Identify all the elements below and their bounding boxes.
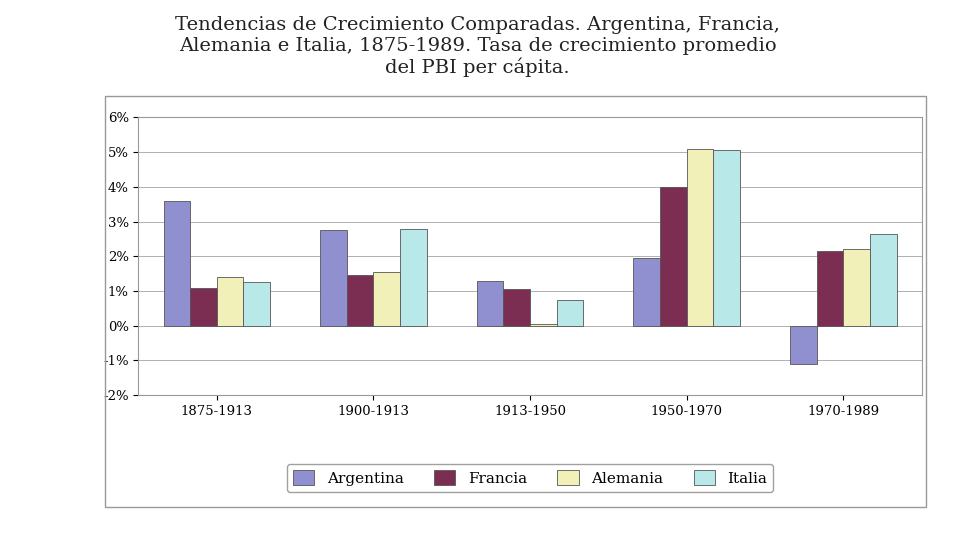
Bar — [400, 229, 427, 326]
Bar — [163, 201, 190, 326]
Bar — [503, 289, 530, 326]
Bar — [217, 277, 244, 326]
Bar — [633, 258, 660, 326]
Bar — [347, 276, 373, 326]
Bar — [190, 287, 217, 326]
Bar — [660, 187, 687, 326]
Bar — [817, 251, 843, 326]
Bar — [320, 230, 347, 326]
Bar — [530, 324, 557, 326]
Legend: Argentina, Francia, Alemania, Italia: Argentina, Francia, Alemania, Italia — [286, 464, 774, 492]
Bar — [870, 234, 897, 326]
Bar — [373, 272, 400, 326]
Bar — [713, 151, 740, 326]
Bar — [244, 282, 270, 326]
Bar — [843, 249, 870, 326]
Text: Tendencias de Crecimiento Comparadas. Argentina, Francia,
Alemania e Italia, 187: Tendencias de Crecimiento Comparadas. Ar… — [175, 16, 780, 77]
Bar — [477, 280, 503, 326]
Bar — [557, 300, 584, 326]
Bar — [790, 326, 817, 364]
Bar — [687, 148, 713, 326]
